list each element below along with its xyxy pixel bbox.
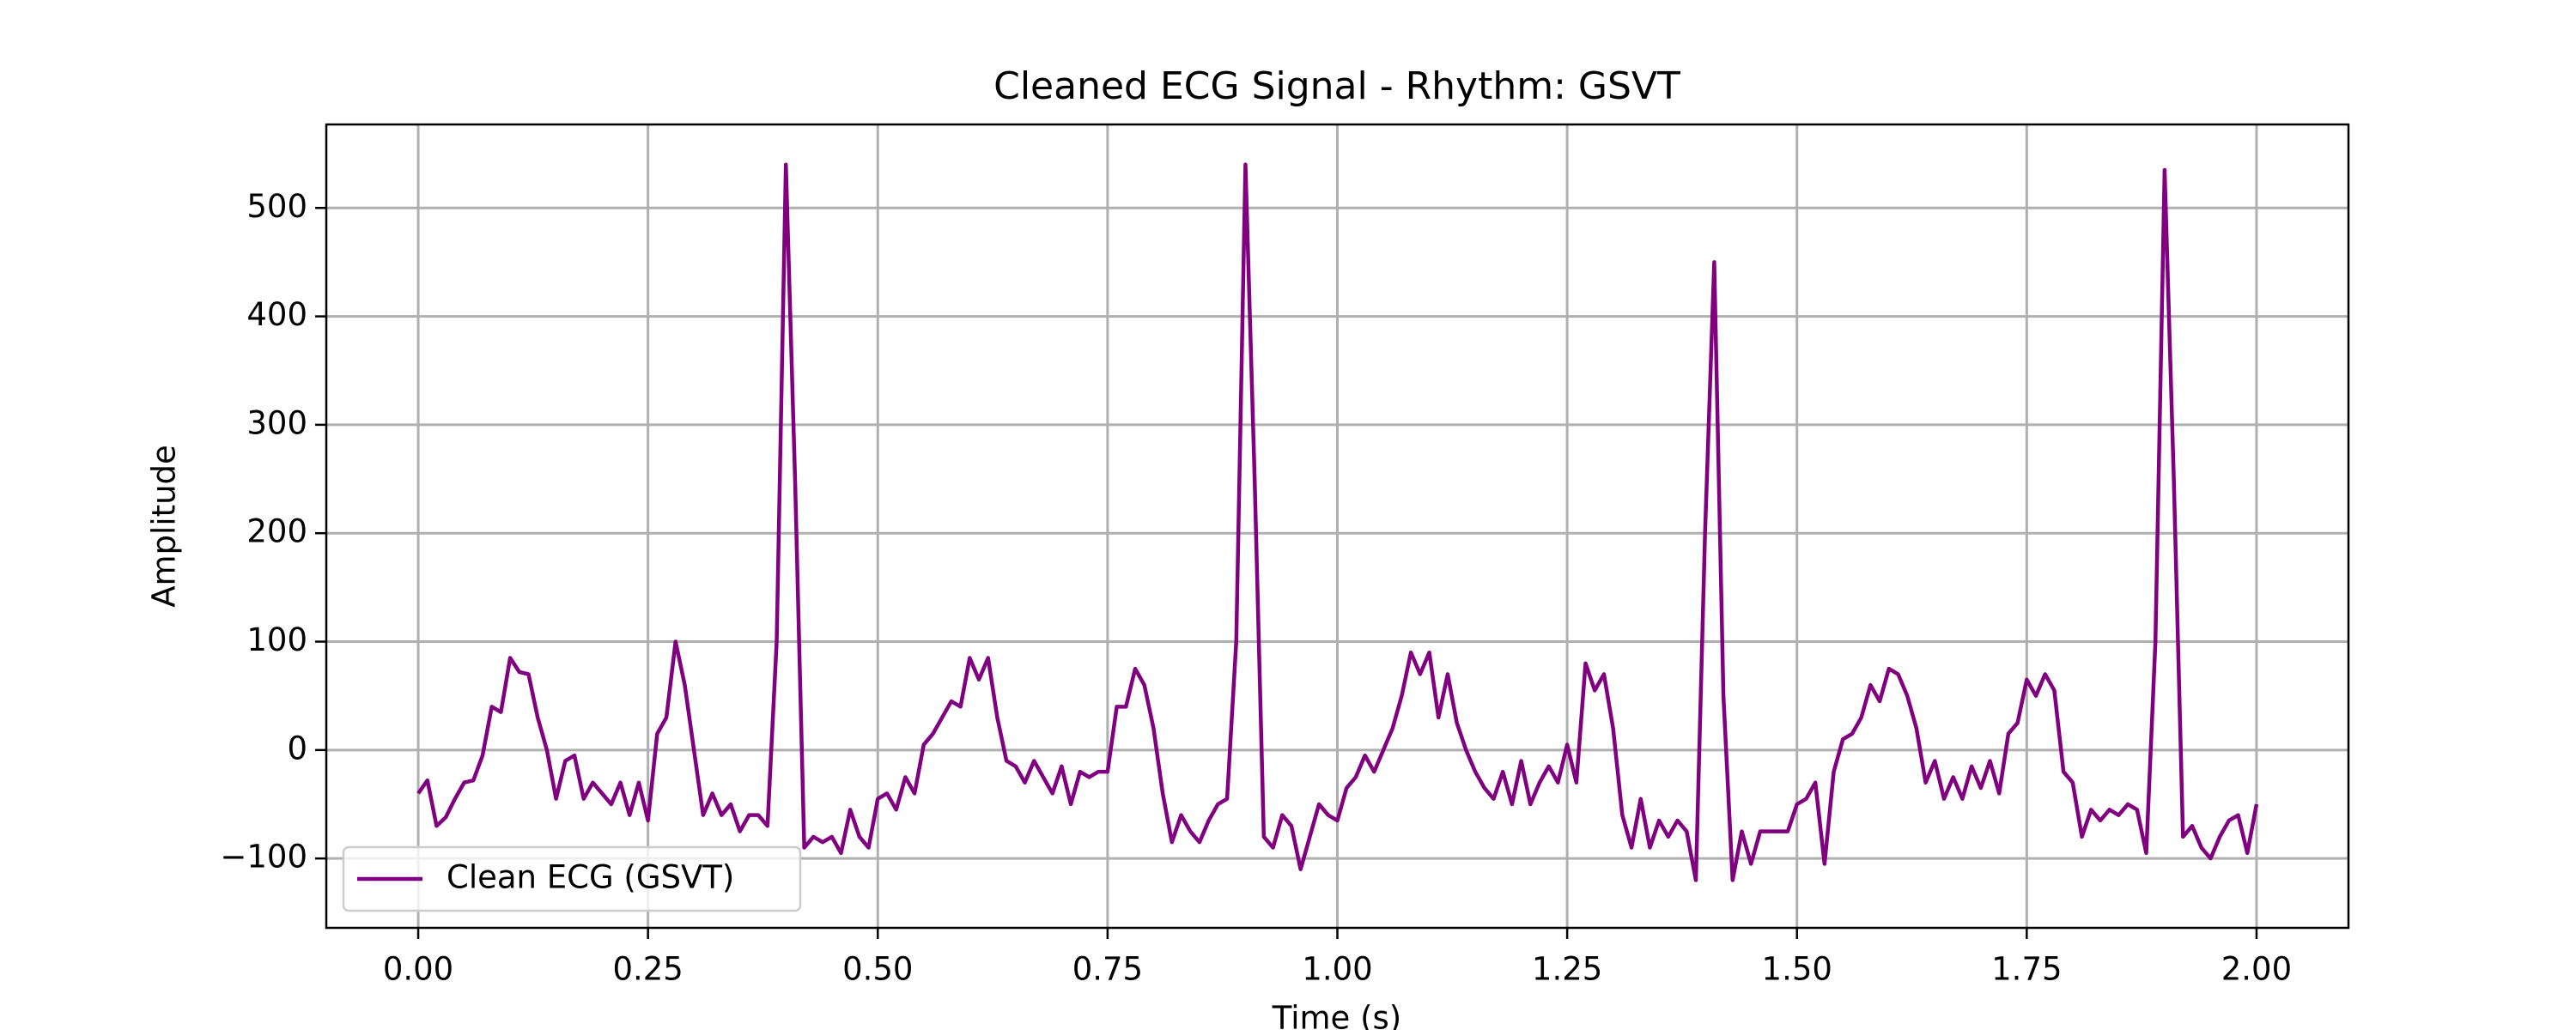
x-tick-label: 0.25 — [612, 951, 683, 988]
legend-box — [342, 845, 802, 912]
axes-frame — [325, 123, 2350, 930]
y-tick-label: −100 — [220, 839, 307, 876]
y-tick-label: 300 — [246, 404, 307, 441]
y-tick-label: 200 — [246, 513, 307, 550]
x-tick-label: 0.75 — [1072, 951, 1143, 988]
x-tick-label: 1.00 — [1302, 951, 1372, 988]
grid — [326, 124, 2348, 928]
y-tick-label: 100 — [246, 621, 307, 658]
x-tick-label: 1.50 — [1762, 951, 1832, 988]
x-tick-label: 0.50 — [842, 951, 913, 988]
x-tick-label: 1.75 — [1991, 951, 2062, 988]
legend: Clean ECG (GSVT) — [342, 845, 802, 912]
legend-label: Clean ECG (GSVT) — [447, 859, 734, 896]
x-tick-label: 0.00 — [383, 951, 453, 988]
ecg-line — [416, 162, 2259, 882]
y-tick-label: 500 — [246, 188, 307, 225]
y-axis-label: Amplitude — [146, 445, 183, 608]
x-tick-label: 2.00 — [2221, 951, 2292, 988]
x-axis-label: Time (s) — [1272, 1000, 1401, 1030]
chart-title: Cleaned ECG Signal - Rhythm: GSVT — [993, 64, 1680, 108]
y-tick-label: 0 — [287, 730, 307, 766]
x-tick-label: 1.25 — [1532, 951, 1602, 988]
y-tick-label: 400 — [246, 296, 307, 333]
